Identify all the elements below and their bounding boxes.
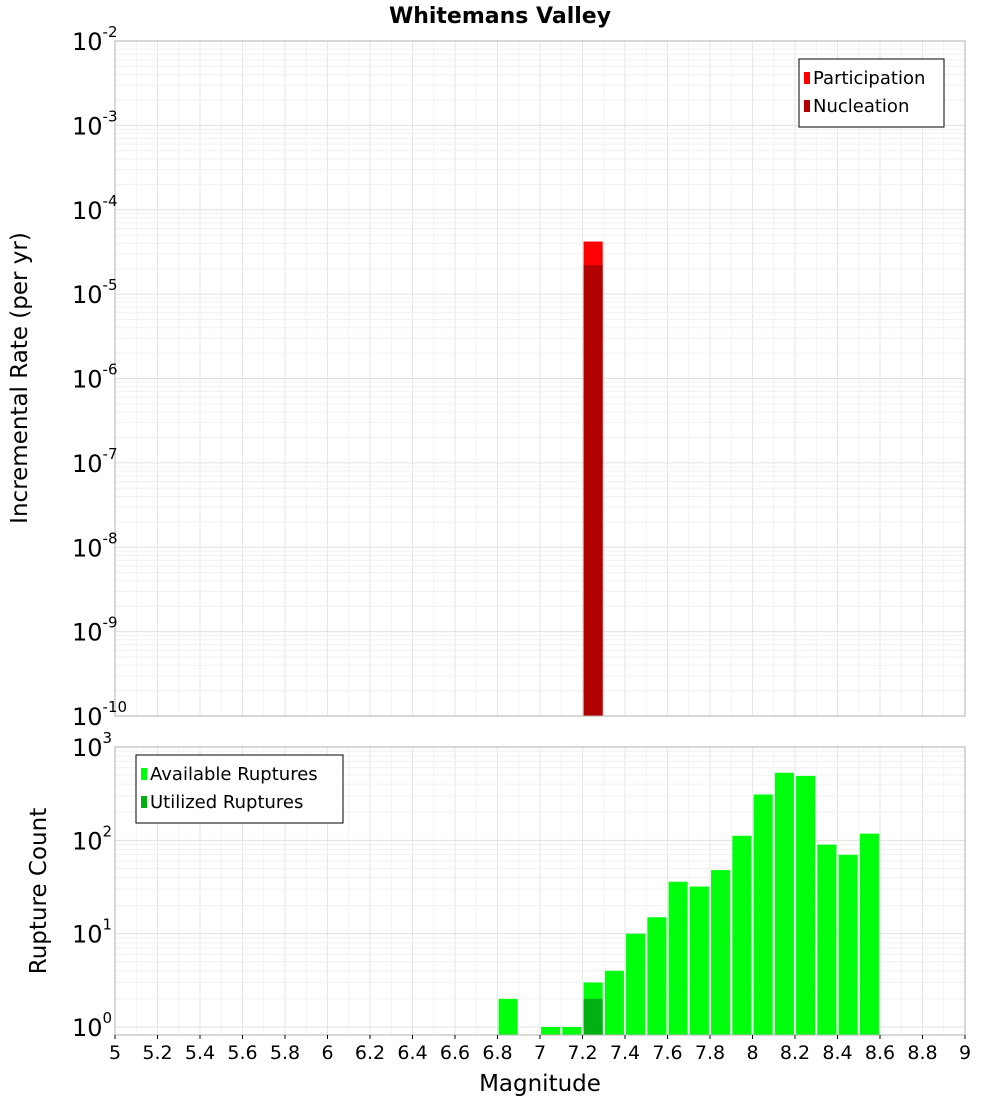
y-tick-exponent: -7 [103, 445, 118, 463]
y-tick-exponent: 1 [103, 916, 113, 934]
x-tick-label: 8 [746, 1042, 758, 1064]
chart-title: Whitemans Valley [389, 4, 611, 29]
y-tick-exponent: -6 [103, 361, 118, 379]
x-tick-label: 8.6 [865, 1042, 895, 1064]
y-tick-exponent: -3 [103, 107, 118, 125]
y-tick-base: 10 [72, 619, 103, 647]
legend-label: Available Ruptures [150, 764, 318, 785]
x-tick-label: 5.8 [270, 1042, 300, 1064]
utilized-ruptures-bar [583, 998, 603, 1035]
x-tick-label: 7.8 [695, 1042, 725, 1064]
y-tick-label: 103 [72, 729, 112, 762]
y-tick-base: 10 [72, 366, 103, 394]
x-tick-label: 7.6 [652, 1042, 682, 1064]
legend-label: Utilized Ruptures [150, 792, 303, 813]
y-tick-label: 101 [72, 916, 112, 949]
available-ruptures-bar [626, 933, 646, 1035]
y-tick-label: 10-9 [72, 614, 118, 647]
y-tick-base: 10 [72, 28, 103, 56]
x-tick-label: 6.4 [397, 1042, 427, 1064]
y-tick-base: 10 [72, 112, 103, 140]
available-ruptures-bar [689, 886, 709, 1035]
legend-box [135, 754, 344, 824]
x-tick-label: 9 [959, 1042, 971, 1064]
legend-swatch [804, 100, 810, 112]
available-ruptures-bar [796, 775, 816, 1035]
available-ruptures-bar [838, 854, 858, 1035]
x-tick-label: 6.6 [440, 1042, 470, 1064]
y-tick-base: 10 [72, 281, 103, 309]
legend-label: Participation [813, 68, 925, 89]
available-ruptures-bar [668, 881, 688, 1035]
available-ruptures-bar [498, 998, 518, 1035]
x-tick-label: 6.8 [482, 1042, 512, 1064]
y-tick-base: 10 [72, 703, 103, 731]
rate-panel: 10-210-310-410-510-610-710-810-910-10Par… [72, 23, 966, 731]
y-tick-exponent: -5 [103, 276, 118, 294]
x-tick-label: 8.2 [780, 1042, 810, 1064]
y-tick-exponent: -8 [103, 529, 118, 547]
y-tick-label: 10-6 [72, 361, 118, 394]
y-tick-label: 10-2 [72, 23, 118, 56]
x-tick-label: 6 [321, 1042, 333, 1064]
y-tick-base: 10 [72, 197, 103, 225]
x-tick-label: 5 [109, 1042, 121, 1064]
legend-box [798, 58, 945, 128]
x-tick-label: 7.2 [567, 1042, 597, 1064]
y-tick-label: 102 [72, 822, 112, 855]
nucleation-bar [583, 265, 603, 716]
available-ruptures-bar [711, 870, 731, 1035]
available-ruptures-bar [774, 772, 794, 1035]
plot-frame [114, 40, 966, 717]
available-ruptures-bar [647, 917, 667, 1035]
x-axis-label: Magnitude [479, 1071, 601, 1097]
y-tick-exponent: -2 [103, 23, 118, 41]
legend-label: Nucleation [813, 96, 909, 117]
count-y-axis-label: Rupture Count [26, 808, 52, 974]
y-tick-base: 10 [72, 827, 103, 855]
y-tick-base: 10 [72, 1014, 103, 1042]
legend-swatch [804, 72, 810, 84]
x-tick-label: 5.2 [142, 1042, 172, 1064]
y-tick-exponent: -10 [103, 698, 128, 716]
available-ruptures-bar [817, 844, 837, 1035]
x-tick-label: 5.6 [227, 1042, 257, 1064]
y-tick-label: 100 [72, 1009, 112, 1042]
x-tick-label: 7.4 [610, 1042, 640, 1064]
x-tick-label: 7 [534, 1042, 546, 1064]
x-tick-label: 8.4 [822, 1042, 852, 1064]
y-tick-exponent: -9 [103, 614, 118, 632]
x-tick-label: 6.2 [355, 1042, 385, 1064]
available-ruptures-bar [562, 1027, 582, 1035]
y-tick-exponent: -4 [103, 192, 118, 210]
legend-swatch [141, 796, 147, 808]
available-ruptures-bar [859, 833, 879, 1035]
available-ruptures-bar [732, 835, 752, 1035]
y-tick-base: 10 [72, 450, 103, 478]
available-ruptures-bar [753, 794, 773, 1035]
y-tick-label: 10-3 [72, 107, 118, 140]
y-tick-base: 10 [72, 534, 103, 562]
y-tick-label: 10-5 [72, 276, 118, 309]
available-ruptures-bar [604, 970, 624, 1035]
y-tick-label: 10-7 [72, 445, 118, 478]
y-tick-label: 10-4 [72, 192, 118, 225]
y-tick-base: 10 [72, 734, 103, 762]
y-tick-base: 10 [72, 921, 103, 949]
y-tick-label: 10-10 [72, 698, 127, 731]
y-tick-exponent: 3 [103, 729, 113, 747]
available-ruptures-bar [541, 1027, 561, 1035]
rate-y-axis-label: Incremental Rate (per yr) [7, 232, 33, 524]
y-tick-exponent: 0 [103, 1009, 113, 1027]
legend-swatch [141, 768, 147, 780]
x-tick-label: 5.4 [185, 1042, 215, 1064]
y-tick-exponent: 2 [103, 822, 113, 840]
y-tick-label: 10-8 [72, 529, 118, 562]
x-tick-label: 8.8 [907, 1042, 937, 1064]
